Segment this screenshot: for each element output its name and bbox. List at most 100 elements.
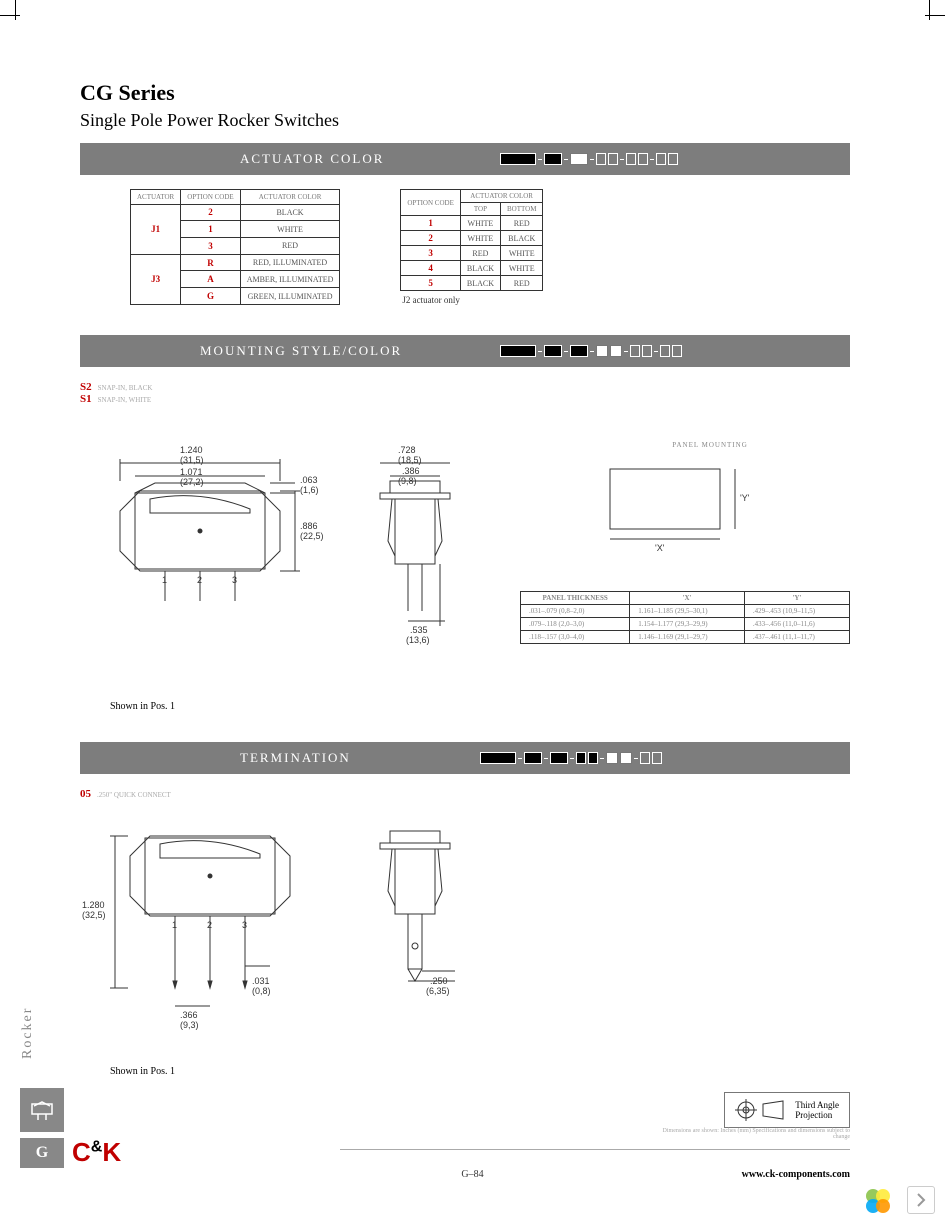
td-color: AMBER, ILLUMINATED (240, 271, 340, 288)
td-color: GREEN, ILLUMINATED (240, 288, 340, 305)
strip-dash (544, 758, 548, 759)
strip-dash (620, 159, 624, 160)
strip-segment (480, 752, 516, 764)
th: ACTUATOR COLOR (240, 190, 340, 205)
td: 1.154–1.177 (29,3–29,9) (630, 618, 745, 631)
strip-segment-active (596, 345, 608, 357)
strip-dash (624, 351, 628, 352)
td-actuator: J1 (131, 204, 181, 254)
strip-segment-active (570, 153, 588, 165)
td: BLACK (460, 261, 500, 276)
dim: .366 (180, 1010, 198, 1020)
next-page-button[interactable] (907, 1186, 935, 1214)
td: WHITE (500, 246, 542, 261)
termination-side-drawing: .250 (6,35) (350, 816, 490, 1046)
actuator-table-2-wrap: OPTION CODE ACTUATOR COLOR TOP BOTTOM 1W… (400, 189, 543, 305)
strip-segment (576, 752, 586, 764)
code-desc: .250" QUICK CONNECT (97, 791, 171, 799)
td: BLACK (500, 231, 542, 246)
section-bar-termination: TERMINATION (80, 742, 850, 774)
td: RED (460, 246, 500, 261)
td-actuator: J3 (131, 254, 181, 304)
strip-segment-active (620, 752, 632, 764)
dim: .063 (300, 475, 318, 485)
rocker-switch-icon (28, 1096, 56, 1124)
panel-rect-drawing: 'X' 'Y' (580, 449, 780, 559)
th: TOP (460, 203, 500, 216)
dim: .728 (398, 445, 416, 455)
td-color: RED, ILLUMINATED (240, 254, 340, 271)
strip-segment (588, 752, 598, 764)
pin: 3 (242, 920, 247, 930)
mounting-codes: S2SNAP-IN, BLACK S1SNAP-IN, WHITE (80, 381, 850, 405)
strip-segment (626, 153, 636, 165)
dim: (18,5) (398, 455, 422, 465)
code: S1 (80, 393, 92, 405)
dim: .031 (252, 976, 270, 986)
footer-url: www.ck-components.com (742, 1169, 850, 1180)
td-code: 5 (401, 276, 460, 291)
pin: 3 (232, 575, 237, 585)
strip-dash (590, 351, 594, 352)
side-category-label: Rocker (20, 988, 36, 1078)
dim: (9,3) (180, 1020, 199, 1030)
option-code-strip (500, 345, 682, 357)
strip-segment (668, 153, 678, 165)
series-title: CG Series (80, 80, 850, 106)
dim: (0,8) (252, 986, 271, 996)
th: ACTUATOR (131, 190, 181, 205)
dim: (32,5) (82, 910, 106, 920)
th: OPTION CODE (401, 190, 460, 216)
strip-segment (596, 153, 606, 165)
dim: (22,5) (300, 531, 324, 541)
td-code: G (181, 288, 240, 305)
option-code-strip (480, 752, 662, 764)
projection-text: Third Angle Projection (795, 1100, 839, 1120)
flower-icon (859, 1182, 895, 1218)
panel-dims-table: PANEL THICKNESS 'X' 'Y' .031–.079 (0,8–2… (520, 591, 850, 644)
logo-c: C (72, 1137, 91, 1167)
third-angle-projection-icon (735, 1099, 785, 1121)
code: S2 (80, 381, 92, 393)
strip-segment (640, 752, 650, 764)
td: .031–.079 (0,8–2,0) (521, 605, 630, 618)
pin: 2 (207, 920, 212, 930)
strip-segment (500, 153, 536, 165)
strip-dash (564, 159, 568, 160)
dim: (31,5) (180, 455, 204, 465)
th: PANEL THICKNESS (521, 592, 630, 605)
section-label: MOUNTING STYLE/COLOR (200, 343, 402, 359)
strip-segment (638, 153, 648, 165)
projection-box: Third Angle Projection (724, 1092, 850, 1128)
td: BLACK (460, 276, 500, 291)
td-color: WHITE (240, 221, 340, 238)
shown-note: Shown in Pos. 1 (110, 1066, 850, 1077)
td-code: 4 (401, 261, 460, 276)
th: 'X' (630, 592, 745, 605)
mounting-side-drawing: .728 (18,5) .386 (9,8) .535 (13,6) (350, 421, 490, 661)
footer-tiny-text: Dimensions are shown: Inches (mm) Specif… (650, 1128, 850, 1140)
section-label: TERMINATION (240, 750, 351, 766)
td-code: 3 (401, 246, 460, 261)
strip-segment (500, 345, 536, 357)
page-subtitle: Single Pole Power Rocker Switches (80, 110, 850, 131)
strip-segment (608, 153, 618, 165)
td: .433–.456 (11,0–11,6) (744, 618, 849, 631)
pin: 1 (172, 920, 177, 930)
td-color: RED (240, 237, 340, 254)
strip-dash (634, 758, 638, 759)
ck-logo: C&K (72, 1137, 121, 1168)
strip-segment (544, 153, 562, 165)
td: .429–.453 (10,9–11,5) (744, 605, 849, 618)
strip-dash (590, 159, 594, 160)
th: OPTION CODE (181, 190, 240, 205)
dim: 1.071 (180, 467, 203, 477)
dim: 1.240 (180, 445, 203, 455)
td: 1.161–1.185 (29,5–30,1) (630, 605, 745, 618)
pin: 1 (162, 575, 167, 585)
code-desc: SNAP-IN, WHITE (98, 396, 152, 404)
option-code-strip (500, 153, 678, 165)
td: WHITE (460, 231, 500, 246)
viewer-nav (859, 1182, 935, 1218)
strip-segment-active (610, 345, 622, 357)
